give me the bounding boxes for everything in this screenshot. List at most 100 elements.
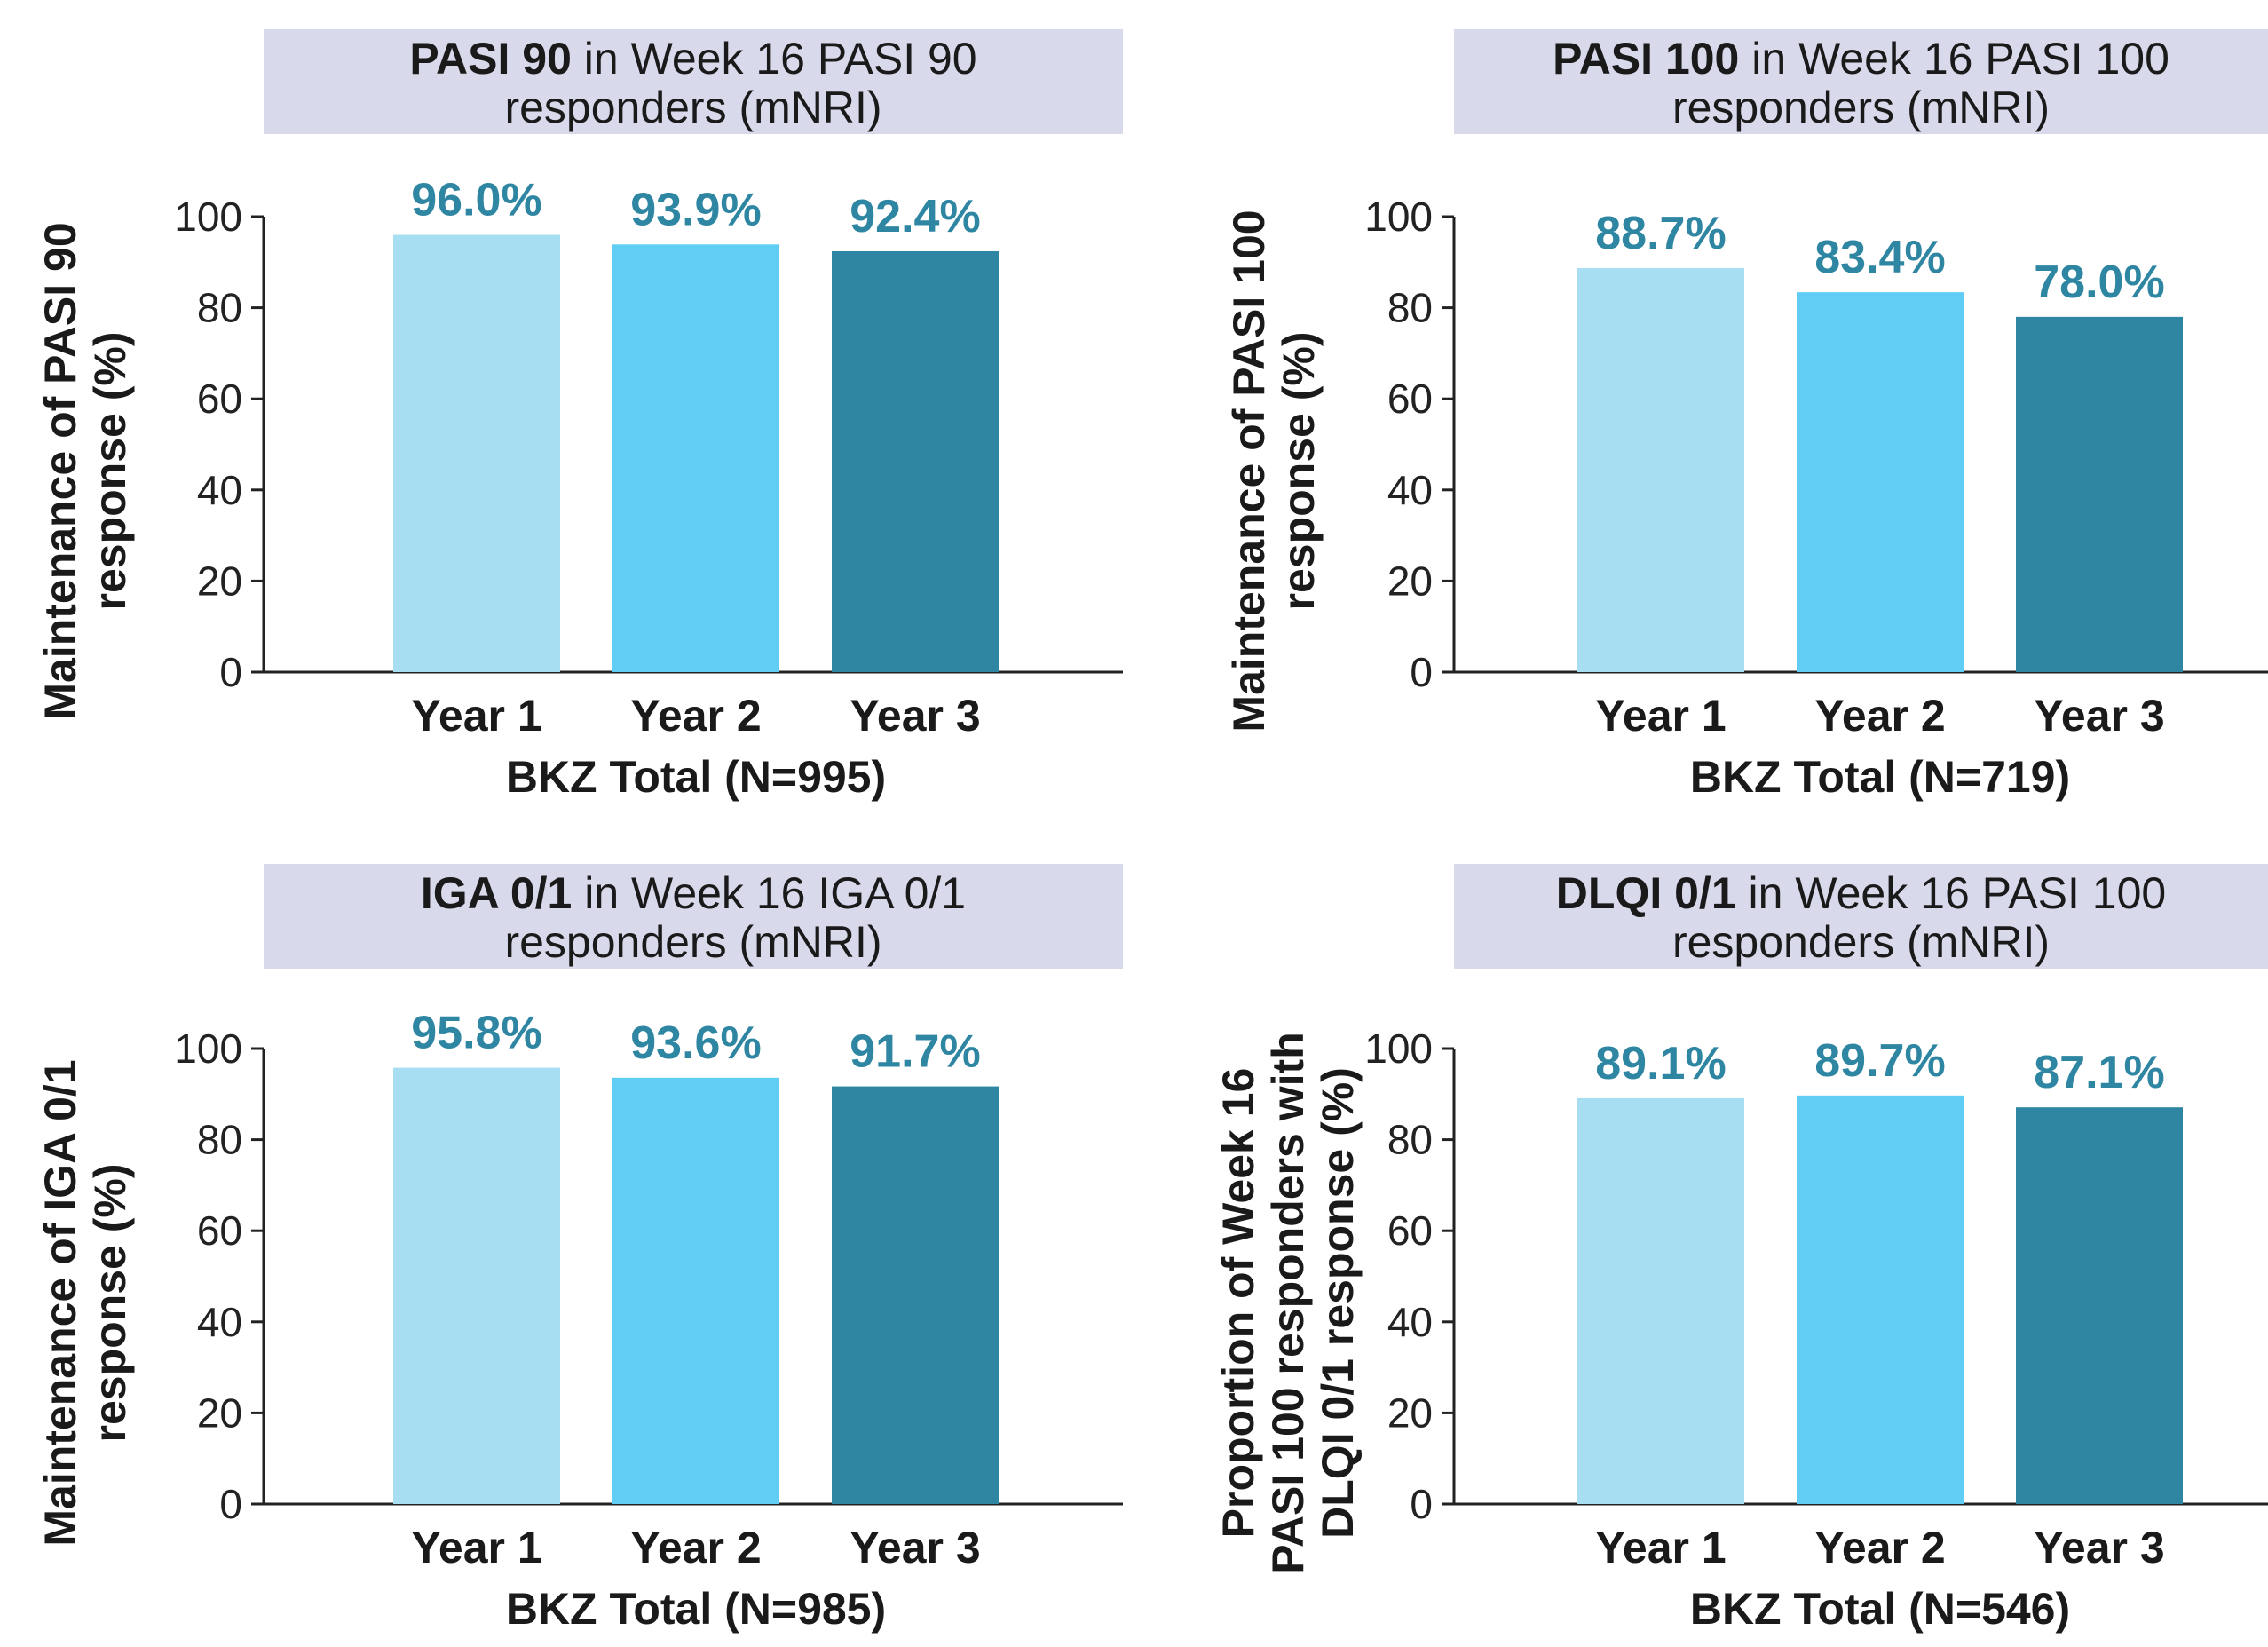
chart-title-rest: in Week 16 PASI 100 bbox=[1736, 868, 2167, 918]
y-tick-label: 80 bbox=[197, 1117, 242, 1163]
y-axis-label-line: PASI 100 responders with bbox=[1263, 1032, 1313, 1573]
y-tick-label: 40 bbox=[1387, 1299, 1433, 1345]
y-axis-label-line: Maintenance of IGA 0/1 bbox=[36, 1059, 85, 1546]
chart-title: PASI 100 in Week 16 PASI 100 bbox=[1553, 34, 2169, 83]
y-tick-label: 0 bbox=[219, 649, 242, 695]
bar-year-1 bbox=[393, 1067, 560, 1504]
y-tick-label: 80 bbox=[197, 285, 242, 331]
chart-title-bold: PASI 90 bbox=[409, 34, 572, 83]
y-tick-label: 60 bbox=[1387, 1208, 1433, 1254]
chart-title-line2: responders (mNRI) bbox=[1672, 917, 2050, 967]
y-axis-label-line: response (%) bbox=[85, 1164, 135, 1443]
bar-value-label: 92.4% bbox=[850, 191, 980, 242]
chart-title-line2: responders (mNRI) bbox=[1672, 83, 2050, 132]
bar-value-label: 83.4% bbox=[1814, 232, 1945, 283]
x-category-label: Year 2 bbox=[1814, 691, 1945, 740]
y-axis-label: Maintenance of PASI 90response (%) bbox=[36, 222, 135, 719]
y-axis-label-line: response (%) bbox=[85, 332, 135, 611]
bar-year-2 bbox=[1797, 292, 1964, 672]
y-tick-label: 60 bbox=[1387, 376, 1433, 422]
bar-value-label: 89.7% bbox=[1814, 1035, 1945, 1087]
bar-year-3 bbox=[2016, 316, 2183, 672]
y-tick-label: 20 bbox=[197, 558, 242, 604]
bar-value-label: 89.1% bbox=[1595, 1038, 1726, 1089]
x-category-label: Year 3 bbox=[850, 1523, 980, 1572]
y-axis-label-line: Maintenance of PASI 90 bbox=[36, 222, 85, 719]
chart-title-box bbox=[264, 29, 1123, 134]
x-axis-label: BKZ Total (N=985) bbox=[506, 1584, 886, 1634]
bar-year-3 bbox=[832, 250, 999, 672]
y-tick-label: 0 bbox=[1410, 1481, 1433, 1527]
y-tick-label: 100 bbox=[1364, 1025, 1433, 1072]
x-category-label: Year 1 bbox=[411, 1523, 541, 1572]
y-tick-label: 20 bbox=[197, 1390, 242, 1436]
x-category-label: Year 1 bbox=[411, 691, 541, 740]
chart-title-line2: responders (mNRI) bbox=[504, 917, 881, 967]
bar-value-label: 93.6% bbox=[630, 1017, 761, 1069]
y-tick-label: 0 bbox=[1410, 649, 1433, 695]
y-axis-label-line: Maintenance of PASI 100 bbox=[1224, 210, 1274, 732]
chart-title-rest: in Week 16 IGA 0/1 bbox=[572, 868, 966, 918]
y-tick-label: 80 bbox=[1387, 285, 1433, 331]
y-tick-label: 40 bbox=[1387, 467, 1433, 513]
chart-title: DLQI 0/1 in Week 16 PASI 100 bbox=[1556, 868, 2166, 918]
chart-title-box bbox=[1454, 29, 2268, 134]
y-tick-label: 0 bbox=[219, 1481, 242, 1527]
y-axis-label-line: Proportion of Week 16 bbox=[1213, 1068, 1263, 1539]
y-axis-label: Maintenance of IGA 0/1response (%) bbox=[36, 1059, 135, 1546]
bar-value-label: 96.0% bbox=[411, 175, 541, 226]
bar-value-label: 91.7% bbox=[850, 1026, 980, 1078]
bar-value-label: 93.9% bbox=[630, 184, 761, 235]
x-category-label: Year 2 bbox=[630, 691, 761, 740]
bar-year-2 bbox=[1797, 1095, 1964, 1504]
bar-year-2 bbox=[612, 1077, 779, 1504]
x-category-label: Year 2 bbox=[1814, 1523, 1945, 1572]
chart-title-bold: IGA 0/1 bbox=[421, 868, 572, 918]
x-category-label: Year 3 bbox=[2034, 691, 2164, 740]
y-tick-label: 40 bbox=[197, 1299, 242, 1345]
x-category-label: Year 2 bbox=[630, 1523, 761, 1572]
chart-title: IGA 0/1 in Week 16 IGA 0/1 bbox=[421, 868, 966, 918]
y-tick-label: 20 bbox=[1387, 558, 1433, 604]
chart-title-bold: PASI 100 bbox=[1553, 34, 1739, 83]
bar-year-1 bbox=[393, 234, 560, 672]
y-tick-label: 80 bbox=[1387, 1117, 1433, 1163]
y-tick-label: 40 bbox=[197, 467, 242, 513]
bar-year-1 bbox=[1577, 1097, 1744, 1504]
y-axis-label: Proportion of Week 16PASI 100 responders… bbox=[1213, 1032, 1363, 1573]
chart-title-line2: responders (mNRI) bbox=[504, 83, 881, 132]
bar-year-2 bbox=[612, 244, 779, 672]
chart-title-box bbox=[1454, 864, 2268, 969]
x-axis-label: BKZ Total (N=995) bbox=[506, 752, 886, 802]
chart-title-rest: in Week 16 PASI 100 bbox=[1739, 34, 2169, 83]
bar-year-3 bbox=[832, 1086, 999, 1504]
y-tick-label: 100 bbox=[174, 194, 242, 240]
y-axis-label-line: response (%) bbox=[1274, 332, 1324, 611]
y-tick-label: 60 bbox=[197, 376, 242, 422]
y-tick-label: 60 bbox=[197, 1208, 242, 1254]
x-category-label: Year 1 bbox=[1595, 691, 1726, 740]
bar-value-label: 78.0% bbox=[2034, 257, 2164, 308]
y-axis-label-line: DLQI 0/1 response (%) bbox=[1313, 1067, 1363, 1539]
y-tick-label: 20 bbox=[1387, 1390, 1433, 1436]
bar-year-1 bbox=[1577, 267, 1744, 672]
bar-value-label: 95.8% bbox=[411, 1008, 541, 1059]
y-tick-label: 100 bbox=[1364, 194, 1433, 240]
x-category-label: Year 1 bbox=[1595, 1523, 1726, 1572]
bar-value-label: 88.7% bbox=[1595, 208, 1726, 259]
bar-value-label: 87.1% bbox=[2034, 1047, 2164, 1098]
bar-year-3 bbox=[2016, 1107, 2183, 1504]
y-tick-label: 100 bbox=[174, 1025, 242, 1072]
x-axis-label: BKZ Total (N=546) bbox=[1690, 1584, 2070, 1634]
chart-title-rest: in Week 16 PASI 90 bbox=[572, 34, 977, 83]
y-axis-label: Maintenance of PASI 100response (%) bbox=[1224, 210, 1324, 732]
x-axis-label: BKZ Total (N=719) bbox=[1690, 752, 2070, 802]
chart-title-bold: DLQI 0/1 bbox=[1556, 868, 1736, 918]
x-category-label: Year 3 bbox=[850, 691, 980, 740]
chart-title-box bbox=[264, 864, 1123, 969]
